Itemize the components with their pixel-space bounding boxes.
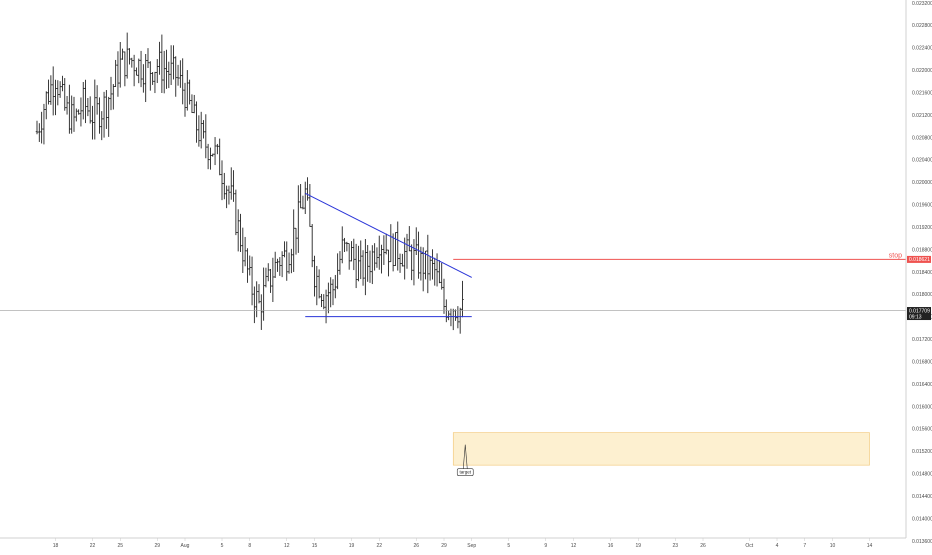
y-tick-label: 0.020800 <box>912 135 932 141</box>
y-tick-label: 0.022000 <box>912 68 932 74</box>
y-tick-label: 0.023200 <box>912 1 932 7</box>
x-tick-label: 12 <box>284 543 290 549</box>
x-tick-label: 10 <box>830 543 836 549</box>
x-tick-label: 4 <box>776 543 779 549</box>
x-tick-label: 18 <box>53 543 59 549</box>
y-tick-label: 0.015600 <box>912 427 932 433</box>
y-tick-label: 0.021600 <box>912 90 932 96</box>
y-tick-label: 0.015200 <box>912 449 932 455</box>
x-tick-label: 26 <box>700 543 706 549</box>
target-zone-layer <box>452 432 870 466</box>
x-tick-label: 12 <box>571 543 577 549</box>
x-tick-label: 19 <box>635 543 641 549</box>
y-tick-label: 0.019600 <box>912 203 932 209</box>
target-callout-pointer <box>462 444 468 469</box>
ohlc-bars <box>35 32 464 334</box>
y-tick-label: 0.014400 <box>912 494 932 500</box>
y-tick-label: 0.016800 <box>912 359 932 365</box>
x-tick-label: 16 <box>608 543 614 549</box>
x-tick-label: 15 <box>312 543 318 549</box>
x-tick-label: 22 <box>90 543 96 549</box>
current-price-tag-countdown: 09:13 <box>909 314 922 320</box>
x-tick-label: 22 <box>376 543 382 549</box>
y-tick-label: 0.017200 <box>912 337 932 343</box>
x-tick-label: Aug <box>181 543 190 549</box>
x-tick-label: 8 <box>248 543 251 549</box>
y-tick-label: 0.019200 <box>912 225 932 231</box>
target-zone[interactable] <box>452 432 870 466</box>
y-tick-label: 0.016000 <box>912 404 932 410</box>
y-tick-label: 0.021200 <box>912 113 932 119</box>
y-tick-label: 0.013600 <box>912 539 932 545</box>
x-tick-label: 23 <box>672 543 678 549</box>
x-tick-label: 19 <box>349 543 355 549</box>
x-tick-label: 9 <box>544 543 547 549</box>
x-tick-label: 26 <box>413 543 419 549</box>
x-tick-label: 7 <box>803 543 806 549</box>
current-price-tag-text: 0.017709 <box>909 308 930 314</box>
y-tick-label: 0.020400 <box>912 158 932 164</box>
x-tick-label: 29 <box>154 543 160 549</box>
stop-price-tag-text: 0.018621 <box>909 257 930 263</box>
x-tick-label: 5 <box>507 543 510 549</box>
stop-label: stop <box>889 252 902 259</box>
y-tick-label: 0.022800 <box>912 23 932 29</box>
y-tick-label: 0.022400 <box>912 46 932 52</box>
stop-price-tag-bg <box>907 255 931 263</box>
y-tick-label: 0.014000 <box>912 516 932 522</box>
target-callout-box[interactable] <box>456 468 474 476</box>
target-callout-label: target <box>459 470 471 475</box>
x-tick-label: Sep <box>467 543 476 549</box>
y-tick-label: 0.018400 <box>912 270 932 276</box>
resistance-trendline[interactable] <box>305 192 472 278</box>
x-tick-label: 25 <box>117 543 123 549</box>
y-tick-label: 0.014800 <box>912 472 932 478</box>
y-tick-label: 0.016400 <box>912 382 932 388</box>
trendlines[interactable]: stop <box>0 192 906 318</box>
y-tick-label: 0.020000 <box>912 180 932 186</box>
x-tick-label: 5 <box>221 543 224 549</box>
x-tick-label: Oct <box>745 543 753 549</box>
current-price-tag-bg <box>907 307 931 321</box>
x-tick-label: 14 <box>867 543 873 549</box>
y-tick-label: 0.018000 <box>912 292 932 298</box>
x-tick-label: 29 <box>441 543 447 549</box>
y-tick-label: 0.018800 <box>912 247 932 253</box>
